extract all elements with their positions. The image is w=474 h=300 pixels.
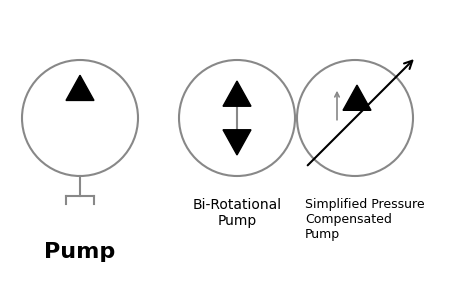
Circle shape — [179, 60, 295, 176]
Text: Simplified Pressure
Compensated
Pump: Simplified Pressure Compensated Pump — [305, 198, 425, 241]
Polygon shape — [343, 85, 371, 110]
Polygon shape — [223, 81, 251, 106]
Polygon shape — [66, 75, 94, 100]
Circle shape — [22, 60, 138, 176]
Text: Pump: Pump — [45, 242, 116, 262]
Circle shape — [297, 60, 413, 176]
Text: Bi-Rotational
Pump: Bi-Rotational Pump — [192, 198, 282, 228]
Polygon shape — [223, 130, 251, 155]
